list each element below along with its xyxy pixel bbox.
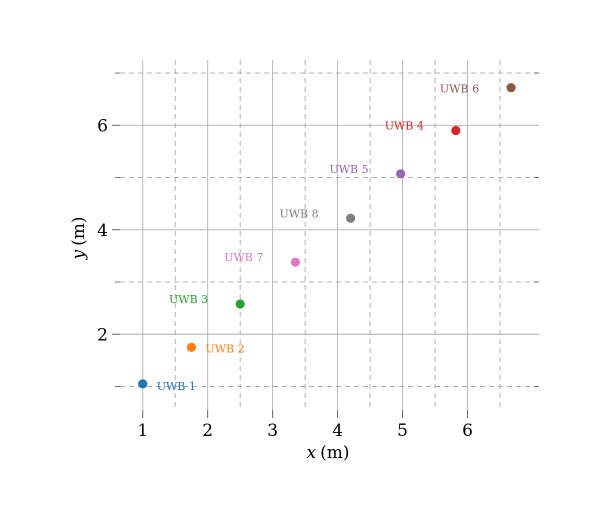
x-tick-label: 3 <box>267 421 278 441</box>
y-tick-label: 2 <box>97 325 108 345</box>
data-points <box>138 83 516 389</box>
point-label-5: UWB 5 <box>329 163 368 176</box>
tick-labels: 1 2 3 4 5 6 2 4 6 <box>97 116 473 441</box>
point-label-8: UWB 8 <box>279 207 318 220</box>
point-label-1: UWB 1 <box>157 380 196 393</box>
x-tick-label: 2 <box>202 421 213 441</box>
point-label-6: UWB 6 <box>440 83 479 96</box>
y-tick-label: 6 <box>97 116 108 136</box>
x-tick-label: 6 <box>462 421 473 441</box>
major-grid <box>120 60 539 410</box>
x-axis-unit: (m) <box>320 443 349 463</box>
x-axis-label: x (m) <box>307 443 350 463</box>
y-axis-unit: (m) <box>69 217 89 246</box>
point-4 <box>451 125 461 136</box>
y-tick-label: 4 <box>97 221 108 241</box>
point-labels: UWB 1 UWB 2 UWB 3 UWB 4 UWB 5 UWB 6 UWB 7 UWB 8 <box>157 83 479 393</box>
x-tick-label: 1 <box>137 421 148 441</box>
x-tick-label: 5 <box>397 421 408 441</box>
point-3 <box>235 299 245 309</box>
x-axis-var: x <box>307 443 317 463</box>
y-axis-label: y (m) <box>69 217 89 261</box>
point-label-4: UWB 4 <box>385 120 424 133</box>
point-6 <box>506 83 516 93</box>
x-tick-label: 4 <box>332 421 343 441</box>
point-5 <box>396 169 406 179</box>
y-axis-var: y <box>69 250 89 261</box>
point-2 <box>186 342 197 352</box>
axis-ticks <box>112 72 539 418</box>
point-label-2: UWB 2 <box>205 342 244 355</box>
minor-grid <box>120 60 539 410</box>
point-1 <box>138 379 148 389</box>
point-7 <box>290 257 300 267</box>
point-label-3: UWB 3 <box>169 293 208 306</box>
point-label-7: UWB 7 <box>224 251 263 264</box>
point-8 <box>346 213 356 223</box>
